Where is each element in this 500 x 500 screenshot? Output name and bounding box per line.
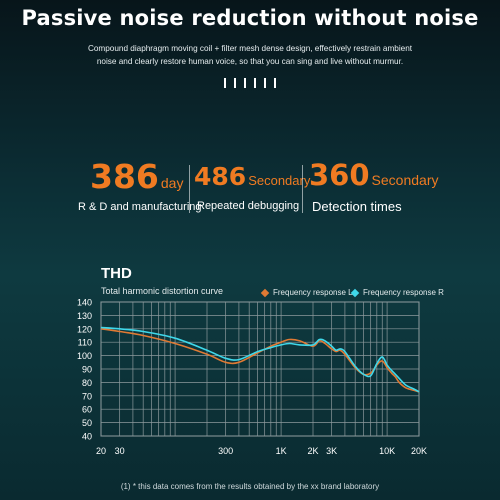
page-title: Passive noise reduction without noise — [21, 6, 479, 30]
stat-unit: Secondary — [248, 173, 311, 188]
series-line-l — [100, 328, 420, 393]
stat-debugging: 486 Secondary Repeated debugging — [194, 164, 310, 212]
y-tick-label: 80 — [82, 378, 92, 388]
y-tick-label: 140 — [77, 298, 92, 308]
decorative-dashes — [224, 78, 276, 88]
y-tick-label: 120 — [77, 324, 92, 334]
dash-mark — [254, 78, 256, 88]
x-tick-label: 1K — [276, 446, 287, 456]
series-line-r — [100, 326, 420, 393]
stat-divider — [302, 165, 303, 213]
x-tick-label: 30 — [115, 446, 125, 456]
y-tick-label: 110 — [78, 338, 92, 348]
stat-caption: Repeated debugging — [197, 200, 300, 212]
x-tick-label: 300 — [218, 446, 233, 456]
stat-value: 486 — [194, 162, 247, 191]
stat-unit: Secondary — [371, 172, 439, 188]
subtitle-line-2: noise and clearly restore human voice, s… — [96, 57, 404, 66]
legend-label-l: Frequency response L — [273, 288, 353, 297]
stat-caption: R & D and manufacturing — [78, 201, 202, 213]
y-tick-label: 50 — [82, 418, 92, 428]
stat-unit: day — [160, 175, 184, 191]
x-tick-label: 3K — [326, 446, 337, 456]
dash-mark — [234, 78, 236, 88]
chart-title: THD — [101, 265, 132, 282]
dash-mark — [244, 78, 246, 88]
x-tick-label: 20 — [96, 446, 106, 456]
stat-value: 360 — [309, 158, 370, 192]
dash-mark — [264, 78, 266, 88]
y-tick-label: 60 — [82, 405, 92, 415]
legend-item-l: Frequency response L — [260, 288, 353, 297]
page-subtitle: Compound diaphragm moving coil + filter … — [50, 42, 450, 68]
y-tick-label: 90 — [82, 365, 92, 375]
dash-mark — [224, 78, 226, 88]
legend-item-r: Frequency response R — [350, 288, 444, 297]
stat-divider — [189, 165, 190, 213]
stat-rd-days: 386 day R & D and manufacturing — [78, 157, 202, 213]
stat-detection: 360 Secondary Detection times — [309, 158, 439, 215]
stat-caption: Detection times — [312, 199, 402, 214]
chart-subtitle: Total harmonic distortion curve — [101, 286, 224, 296]
y-tick-label: 70 — [82, 391, 92, 401]
y-tick-label: 130 — [77, 311, 92, 321]
stat-value: 386 — [90, 157, 159, 196]
subtitle-line-1: Compound diaphragm moving coil + filter … — [87, 44, 413, 53]
x-tick-label: 20K — [411, 446, 427, 456]
x-tick-label: 10K — [379, 446, 395, 456]
footnote: (1) * this data comes from the results o… — [120, 482, 380, 491]
dash-mark — [274, 78, 276, 88]
y-tick-label: 100 — [77, 351, 92, 361]
y-tick-label: 40 — [82, 432, 92, 442]
x-tick-label: 2K — [307, 446, 318, 456]
legend-label-r: Frequency response R — [363, 288, 444, 297]
